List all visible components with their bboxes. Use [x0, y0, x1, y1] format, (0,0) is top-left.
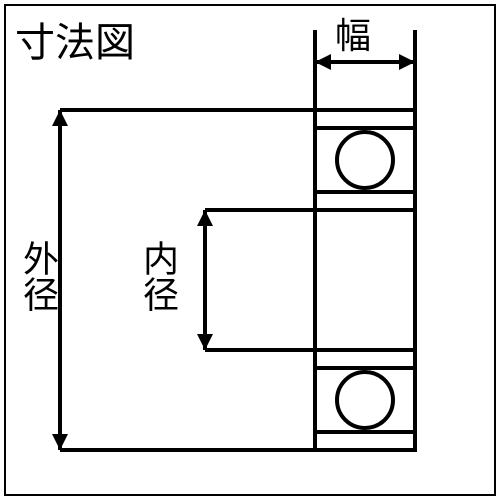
diagram-canvas: 寸法図 幅 外径 内径: [0, 0, 500, 500]
inner-diameter-label: 内径: [140, 240, 176, 312]
diagram-title: 寸法図: [15, 10, 135, 68]
outer-diameter-label: 外径: [20, 240, 56, 312]
diagram-svg: [0, 0, 500, 500]
width-label: 幅: [335, 18, 371, 54]
